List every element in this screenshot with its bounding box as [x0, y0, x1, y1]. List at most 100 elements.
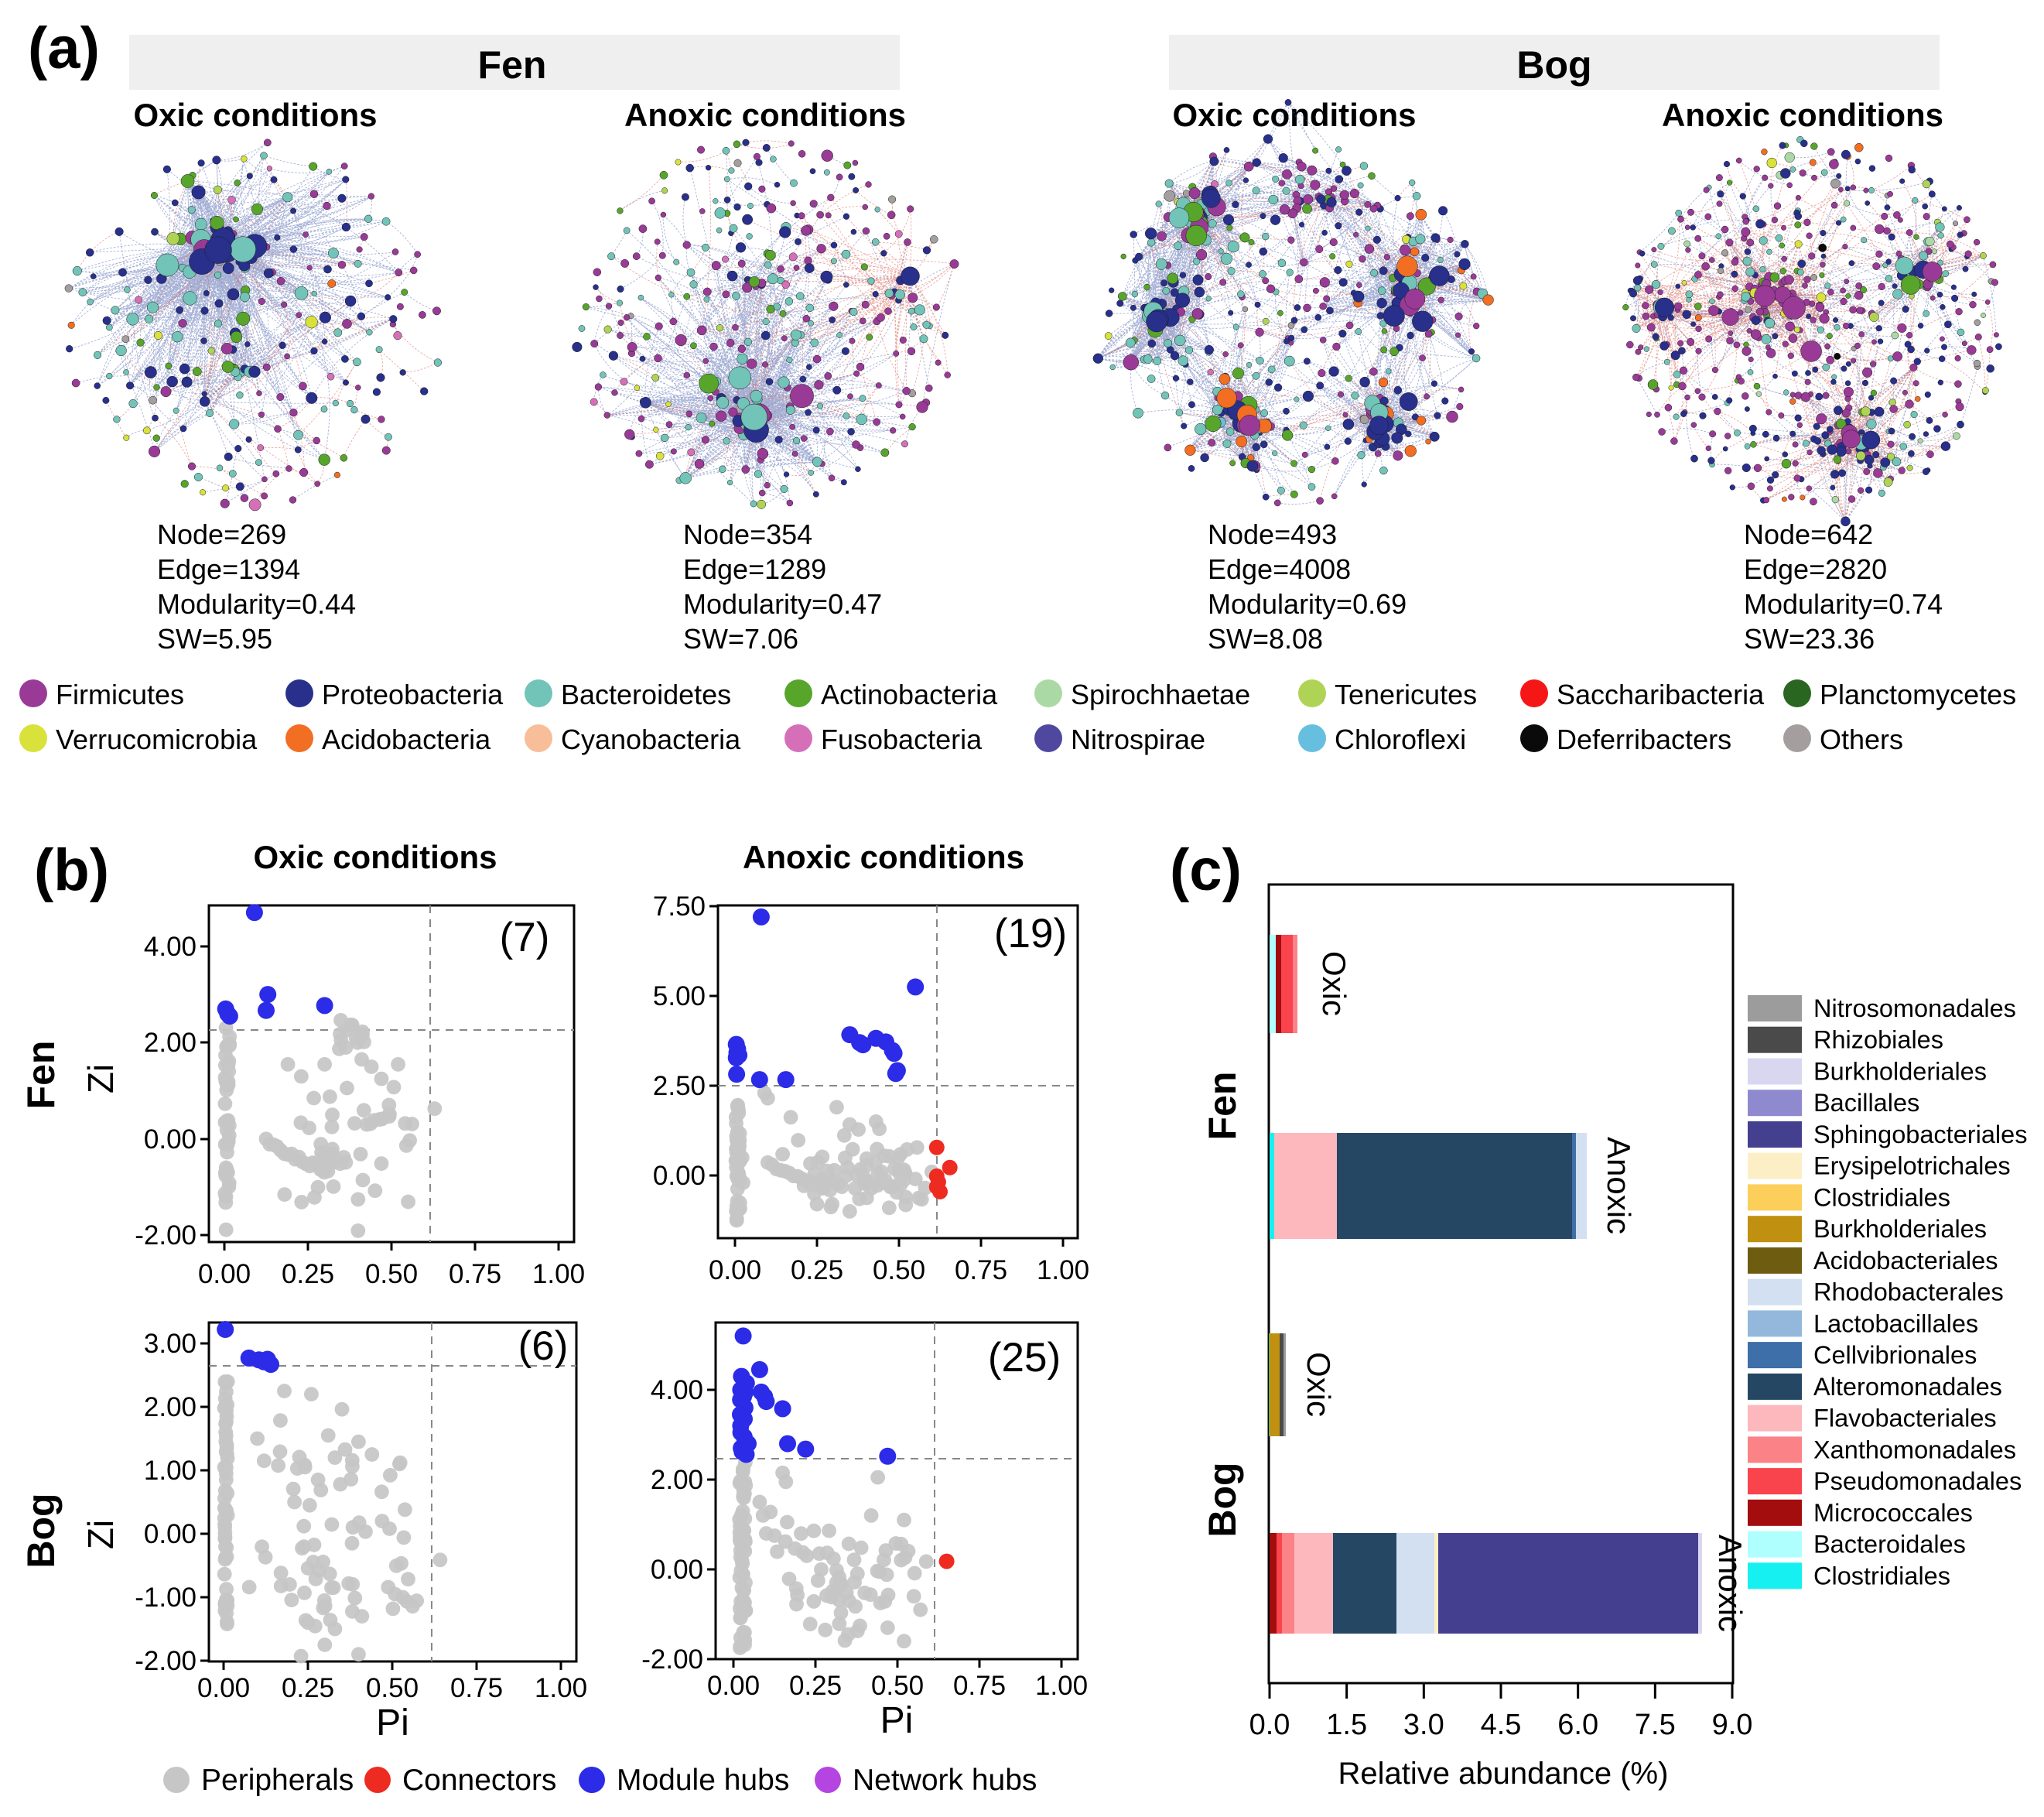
svg-text:0.0: 0.0 [1249, 1709, 1290, 1741]
svg-text:Acidobacteriales: Acidobacteriales [1813, 1247, 1998, 1275]
svg-text:Modularity=0.74: Modularity=0.74 [1744, 588, 1943, 620]
svg-text:Others: Others [1820, 724, 1903, 755]
svg-text:2.00: 2.00 [144, 1028, 197, 1058]
svg-text:Cyanobacteria: Cyanobacteria [561, 724, 741, 755]
svg-text:Anoxic: Anoxic [1712, 1535, 1748, 1632]
svg-text:Firmicutes: Firmicutes [56, 679, 184, 710]
svg-text:0.00: 0.00 [144, 1124, 197, 1155]
svg-text:0.25: 0.25 [282, 1673, 334, 1703]
svg-text:Anoxic conditions: Anoxic conditions [624, 97, 906, 133]
svg-text:Zi: Zi [80, 1064, 121, 1093]
svg-text:Sphingobacteriales: Sphingobacteriales [1813, 1121, 2027, 1148]
svg-text:0.75: 0.75 [449, 1259, 501, 1289]
svg-text:1.00: 1.00 [532, 1259, 585, 1289]
svg-text:2.00: 2.00 [144, 1392, 197, 1422]
svg-text:Burkholderiales: Burkholderiales [1813, 1215, 1987, 1243]
svg-text:Acidobacteria: Acidobacteria [322, 724, 491, 755]
svg-text:0.75: 0.75 [953, 1671, 1006, 1701]
svg-text:3.0: 3.0 [1403, 1709, 1444, 1741]
svg-text:Modularity=0.44: Modularity=0.44 [157, 588, 356, 620]
svg-text:Alteromonadales: Alteromonadales [1813, 1373, 2002, 1401]
svg-text:Cellvibrionales: Cellvibrionales [1813, 1341, 1977, 1369]
svg-text:Proteobacteria: Proteobacteria [322, 679, 504, 710]
svg-text:Connectors: Connectors [402, 1764, 556, 1797]
svg-text:Fen: Fen [19, 1041, 63, 1110]
svg-text:1.5: 1.5 [1326, 1709, 1367, 1741]
svg-text:Clostridiales: Clostridiales [1813, 1183, 1950, 1211]
svg-text:5.00: 5.00 [653, 981, 706, 1011]
svg-text:Module hubs: Module hubs [617, 1764, 789, 1797]
svg-text:0.75: 0.75 [450, 1673, 503, 1703]
svg-text:7.50: 7.50 [653, 891, 706, 922]
svg-text:Relative abundance (%): Relative abundance (%) [1338, 1757, 1669, 1791]
svg-text:Fen: Fen [1201, 1072, 1244, 1141]
svg-text:Flavobacteriales: Flavobacteriales [1813, 1405, 1997, 1432]
svg-text:0.00: 0.00 [197, 1673, 250, 1703]
svg-text:Rhizobiales: Rhizobiales [1813, 1026, 1943, 1054]
svg-text:Verrucomicrobia: Verrucomicrobia [56, 724, 258, 755]
svg-text:Anoxic: Anoxic [1601, 1137, 1637, 1234]
svg-text:Peripherals: Peripherals [201, 1764, 354, 1797]
svg-text:Actinobacteria: Actinobacteria [821, 679, 998, 710]
svg-text:1.00: 1.00 [1035, 1671, 1088, 1701]
svg-text:Node=269: Node=269 [157, 518, 286, 550]
svg-text:(a): (a) [28, 15, 100, 81]
svg-text:Chloroflexi: Chloroflexi [1335, 724, 1466, 755]
svg-text:1.00: 1.00 [1037, 1255, 1089, 1285]
svg-text:Bog: Bog [1201, 1462, 1244, 1537]
svg-text:4.5: 4.5 [1481, 1709, 1522, 1741]
svg-text:Bacillales: Bacillales [1813, 1089, 1919, 1117]
svg-text:(25): (25) [988, 1335, 1061, 1381]
svg-text:Zi: Zi [80, 1520, 121, 1549]
svg-text:4.00: 4.00 [144, 932, 197, 962]
svg-text:Bacteroidetes: Bacteroidetes [561, 679, 731, 710]
svg-text:0.50: 0.50 [365, 1259, 418, 1289]
svg-text:Nitrospirae: Nitrospirae [1071, 724, 1205, 755]
svg-text:Anoxic conditions: Anoxic conditions [1662, 97, 1943, 133]
svg-text:Pseudomonadales: Pseudomonadales [1813, 1467, 2022, 1495]
svg-text:0.00: 0.00 [144, 1519, 197, 1549]
svg-text:3.00: 3.00 [144, 1329, 197, 1359]
svg-text:Node=493: Node=493 [1208, 518, 1337, 550]
svg-text:0.25: 0.25 [789, 1671, 842, 1701]
svg-text:Network hubs: Network hubs [853, 1764, 1037, 1797]
svg-text:Oxic: Oxic [1301, 1352, 1337, 1417]
svg-text:Edge=2820: Edge=2820 [1744, 553, 1887, 585]
svg-text:0.50: 0.50 [871, 1671, 924, 1701]
svg-text:0.25: 0.25 [791, 1255, 843, 1285]
svg-text:-2.00: -2.00 [641, 1644, 703, 1675]
svg-text:Anoxic conditions: Anoxic conditions [743, 839, 1024, 875]
svg-text:SW=5.95: SW=5.95 [157, 623, 272, 655]
svg-text:(7): (7) [500, 915, 550, 960]
svg-text:Edge=1289: Edge=1289 [683, 553, 826, 585]
svg-text:0.00: 0.00 [653, 1161, 706, 1191]
svg-text:0.50: 0.50 [366, 1673, 419, 1703]
svg-text:Bacteroidales: Bacteroidales [1813, 1531, 1966, 1559]
svg-text:Clostridiales: Clostridiales [1813, 1562, 1950, 1589]
svg-text:6.0: 6.0 [1557, 1709, 1598, 1741]
svg-text:2.00: 2.00 [651, 1465, 703, 1495]
svg-text:1.00: 1.00 [144, 1456, 197, 1486]
svg-text:Rhodobacterales: Rhodobacterales [1813, 1278, 2004, 1306]
svg-text:Deferribacters: Deferribacters [1557, 724, 1731, 755]
svg-text:SW=23.36: SW=23.36 [1744, 623, 1875, 655]
svg-text:Planctomycetes: Planctomycetes [1820, 679, 2016, 710]
svg-text:7.5: 7.5 [1635, 1709, 1676, 1741]
svg-text:(6): (6) [518, 1323, 569, 1369]
svg-text:-2.00: -2.00 [135, 1646, 197, 1676]
svg-text:-2.00: -2.00 [135, 1220, 197, 1251]
svg-text:Burkholderiales: Burkholderiales [1813, 1058, 1987, 1086]
svg-text:Edge=4008: Edge=4008 [1208, 553, 1351, 585]
svg-text:Bog: Bog [19, 1493, 63, 1568]
svg-text:0.25: 0.25 [282, 1259, 334, 1289]
svg-text:1.00: 1.00 [535, 1673, 587, 1703]
svg-text:Micrococcales: Micrococcales [1813, 1499, 1973, 1527]
svg-text:Pi: Pi [880, 1700, 914, 1741]
svg-text:Node=354: Node=354 [683, 518, 812, 550]
svg-text:Xanthomonadales: Xanthomonadales [1813, 1435, 2016, 1463]
svg-text:SW=8.08: SW=8.08 [1208, 623, 1323, 655]
svg-text:0.00: 0.00 [198, 1259, 251, 1289]
svg-text:Edge=1394: Edge=1394 [157, 553, 300, 585]
svg-text:0.50: 0.50 [873, 1255, 925, 1285]
svg-text:Fusobacteria: Fusobacteria [821, 724, 983, 755]
